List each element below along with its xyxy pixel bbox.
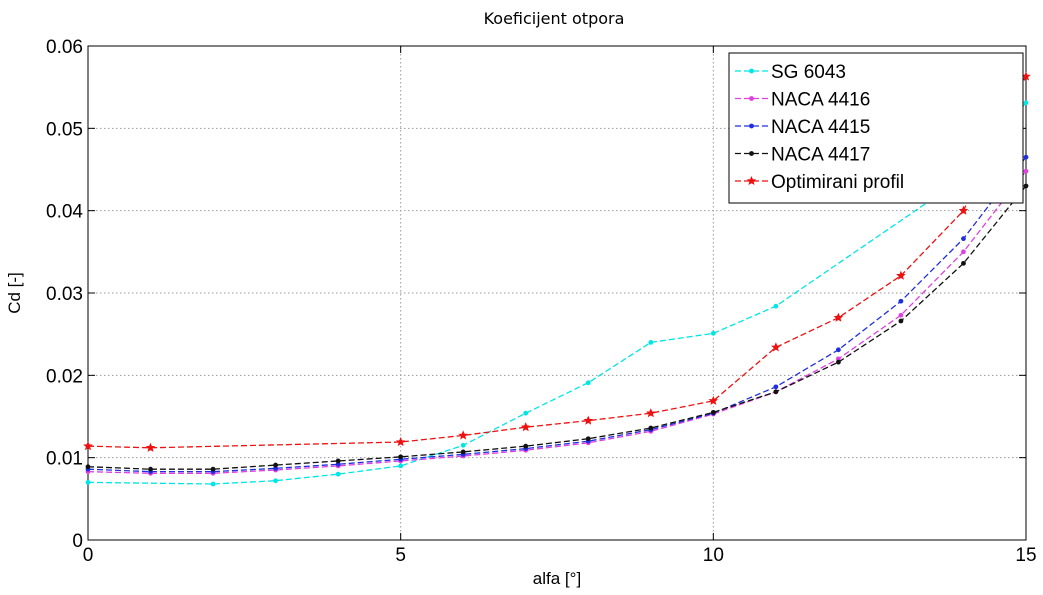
data-point-optimirani-profil	[583, 415, 594, 425]
series-line-naca-4415	[87, 156, 1027, 473]
data-point-sg-6043	[585, 380, 591, 386]
data-point-optimirani-profil	[708, 395, 719, 405]
data-point-sg-6043	[648, 340, 654, 345]
data-point-naca-4415	[961, 236, 966, 242]
data-point-optimirani-profil	[458, 430, 468, 440]
legend-item-naca-4417: NACA 4417	[735, 145, 870, 166]
x-tick-label: 10	[703, 545, 724, 566]
data-point-naca-4415	[836, 347, 841, 353]
data-point-naca-4417	[710, 409, 716, 415]
data-point-naca-4416	[961, 249, 966, 255]
series-group	[83, 71, 1031, 487]
x-tick-label: 5	[395, 545, 406, 566]
data-point-optimirani-profil	[145, 442, 156, 452]
legend-item-naca-4416: NACA 4416	[735, 90, 870, 111]
data-point-naca-4417	[523, 443, 529, 449]
data-point-naca-4417	[398, 454, 404, 460]
legend-label: NACA 4415	[771, 117, 870, 138]
data-point-sg-6043	[710, 330, 716, 336]
legend-swatch-marker	[746, 176, 757, 186]
data-point-naca-4416	[1023, 168, 1029, 174]
legend-label: Optimirani profil	[771, 172, 904, 193]
data-point-naca-4417	[85, 464, 91, 470]
series-naca-4416	[85, 168, 1029, 476]
data-point-naca-4416	[898, 312, 904, 318]
data-point-naca-4417	[1023, 183, 1029, 189]
x-tick-label: 0	[83, 545, 94, 566]
data-point-naca-4415	[898, 298, 904, 304]
data-point-optimirani-profil	[83, 441, 93, 451]
y-axis-label: Cd [-]	[5, 272, 24, 314]
y-tick-label: 0.03	[46, 284, 83, 305]
y-tick-label: 0.06	[46, 37, 83, 58]
data-point-optimirani-profil	[958, 205, 969, 215]
series-optimirani-profil	[83, 71, 1031, 452]
data-point-optimirani-profil	[395, 436, 406, 447]
legend: SG 6043 NACA 4416 NACA 4415 NACA 4417 Optimi…	[728, 52, 1024, 204]
data-point-naca-4415	[773, 384, 779, 390]
data-point-naca-4415	[273, 465, 278, 471]
data-point-sg-6043	[273, 478, 278, 484]
legend-item-sg-6043: SG 6043	[735, 62, 846, 83]
legend-swatch-marker	[749, 151, 754, 156]
series-line-naca-4417	[87, 185, 1027, 470]
y-tick-label: 0.05	[46, 119, 83, 140]
data-point-naca-4416	[836, 356, 841, 362]
data-point-naca-4417	[898, 318, 904, 324]
legend-item-naca-4415: NACA 4415	[735, 117, 870, 138]
legend-label: SG 6043	[771, 62, 846, 83]
data-point-naca-4417	[210, 466, 216, 472]
legend-swatch-marker	[749, 68, 754, 74]
axis-ticks: 0 5 10 15 0 0.01 0.02 0.03 0.04 0.05 0.06	[46, 37, 1037, 566]
data-point-sg-6043	[335, 471, 341, 477]
data-point-sg-6043	[773, 303, 779, 309]
data-point-optimirani-profil	[520, 422, 531, 432]
data-point-sg-6043	[398, 463, 404, 469]
grid	[88, 46, 1026, 540]
y-tick-label: 0.02	[46, 366, 83, 387]
data-point-naca-4417	[460, 449, 466, 455]
x-tick-label: 15	[1015, 545, 1036, 566]
y-tick-label: 0.04	[46, 202, 83, 223]
data-point-naca-4417	[836, 359, 841, 365]
x-axis-label: alfa [°]	[533, 569, 581, 588]
data-point-sg-6043	[1023, 100, 1029, 106]
data-point-naca-4417	[335, 458, 341, 464]
data-point-naca-4415	[1023, 154, 1029, 160]
legend-box	[728, 52, 1024, 204]
data-point-optimirani-profil	[771, 342, 781, 352]
data-point-optimirani-profil	[646, 408, 656, 418]
y-tick-label: 0	[72, 531, 83, 552]
data-point-naca-4415	[335, 461, 341, 467]
legend-item-optimirani-profil: Optimirani profil	[735, 172, 904, 193]
legend-label: NACA 4416	[771, 90, 870, 111]
data-point-naca-4417	[585, 436, 591, 442]
data-point-naca-4417	[961, 260, 966, 266]
data-point-sg-6043	[523, 410, 529, 416]
data-point-optimirani-profil	[896, 270, 906, 280]
series-line-naca-4416	[87, 170, 1027, 474]
data-point-naca-4417	[648, 425, 654, 431]
legend-swatch-marker	[749, 96, 754, 101]
chart-title: Koeficijent otpora	[484, 9, 625, 28]
legend-label: NACA 4417	[771, 145, 870, 166]
data-point-sg-6043	[460, 442, 466, 448]
data-point-sg-6043	[85, 479, 91, 485]
series-naca-4417	[85, 183, 1029, 472]
data-point-naca-4417	[148, 466, 153, 472]
data-point-sg-6043	[210, 481, 216, 487]
legend-swatch-marker	[749, 123, 754, 129]
data-point-naca-4417	[273, 462, 278, 468]
data-point-naca-4417	[773, 389, 779, 395]
y-tick-label: 0.01	[46, 449, 83, 470]
data-point-optimirani-profil	[833, 312, 844, 322]
